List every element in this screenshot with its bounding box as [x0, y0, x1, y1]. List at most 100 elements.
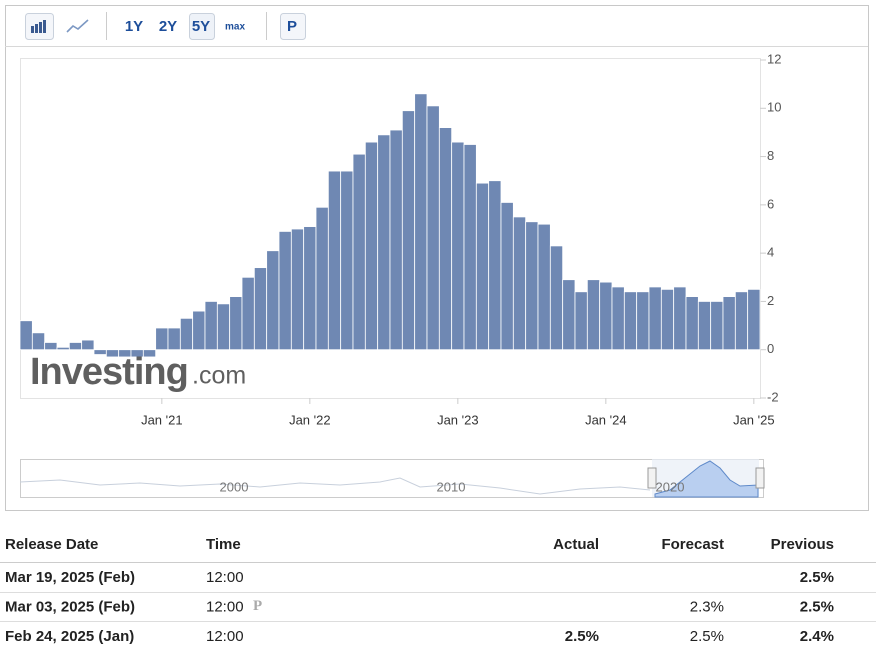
bar	[204, 301, 218, 351]
watermark: .com	[192, 362, 246, 390]
table-header: Release Date	[5, 536, 98, 553]
bar	[81, 339, 95, 351]
table-cell: 12:00	[206, 598, 244, 615]
table-cell: 2.5%	[800, 569, 834, 586]
toolbar-button[interactable]: 1Y	[125, 18, 143, 35]
bar	[734, 291, 749, 351]
bar	[562, 279, 576, 351]
y-tick-label: 0	[767, 341, 774, 356]
toolbar-button[interactable]: 2Y	[159, 18, 177, 35]
bar	[340, 170, 354, 351]
bar	[451, 141, 465, 351]
bar	[747, 288, 761, 351]
bar	[623, 291, 638, 351]
table-cell: 12:00	[206, 628, 244, 645]
bar	[722, 296, 736, 351]
bar	[352, 153, 366, 351]
x-tick-label: Jan '25	[733, 412, 775, 427]
toolbar-button[interactable]: 5Y	[192, 18, 210, 35]
bar	[710, 301, 724, 351]
bar	[31, 332, 46, 351]
bar	[438, 127, 453, 351]
toolbar-button[interactable]: max	[225, 22, 245, 33]
preliminary-badge: P	[253, 598, 262, 614]
table-header: Forecast	[661, 536, 724, 553]
bar	[463, 144, 477, 351]
button-bg	[280, 13, 306, 40]
toolbar-button[interactable]: P	[287, 18, 297, 35]
bar	[611, 286, 625, 351]
table-cell: 2.5%	[690, 628, 724, 645]
bar	[327, 170, 342, 351]
bar	[266, 250, 280, 351]
bar-icon	[31, 20, 46, 33]
plot-frame	[20, 58, 761, 399]
bar	[648, 286, 662, 351]
watermark: Investing	[30, 351, 188, 393]
range-button-bg	[189, 13, 215, 40]
table-cell: 2.5%	[800, 598, 834, 615]
y-tick-label: 6	[767, 196, 774, 211]
bar	[697, 301, 712, 351]
x-tick-label: Jan '24	[585, 412, 627, 427]
bar	[636, 291, 650, 351]
navigator-handle[interactable]	[755, 467, 765, 489]
bar	[549, 245, 564, 351]
table-cell: 2.4%	[800, 628, 834, 645]
navigator-selection	[654, 460, 759, 498]
x-tick-label: Jan '22	[289, 412, 331, 427]
navigator-handle[interactable]	[647, 467, 657, 489]
y-tick-label: 12	[767, 51, 781, 66]
bar	[500, 202, 514, 351]
bar	[586, 279, 601, 351]
bar	[673, 286, 687, 351]
bar	[253, 267, 268, 351]
table-cell: Mar 03, 2025 (Feb)	[5, 598, 135, 615]
bar	[537, 223, 551, 351]
bar	[68, 342, 83, 351]
x-tick-label: Jan '23	[437, 412, 479, 427]
table-cell: 12:00	[206, 569, 244, 586]
line-chart-button[interactable]	[66, 19, 89, 33]
navigator[interactable]	[20, 459, 764, 498]
bar	[44, 342, 58, 351]
bar	[512, 216, 527, 351]
table-cell: 2.5%	[565, 628, 599, 645]
table-header: Time	[206, 536, 241, 553]
bar	[525, 221, 539, 351]
bar	[315, 206, 329, 351]
y-tick-label: -2	[767, 389, 779, 404]
bar	[377, 134, 391, 351]
bar	[19, 320, 33, 351]
table-header: Previous	[771, 536, 834, 553]
bar	[414, 93, 428, 351]
navigator-label: 2020	[656, 479, 685, 494]
bar	[488, 180, 502, 351]
bar	[229, 296, 243, 351]
y-tick-label: 4	[767, 245, 774, 260]
navigator-label: 2000	[220, 479, 249, 494]
bar	[155, 327, 169, 351]
bar	[574, 291, 588, 351]
y-tick-label: 2	[767, 293, 774, 308]
bar	[216, 303, 231, 351]
bar	[56, 346, 70, 351]
bar	[179, 317, 194, 351]
bar	[364, 141, 379, 351]
y-tick-label: 10	[767, 100, 781, 115]
navigator-series	[19, 477, 651, 495]
table-cell: Feb 24, 2025 (Jan)	[5, 628, 134, 645]
bar	[167, 327, 181, 351]
table-cell: Mar 19, 2025 (Feb)	[5, 569, 135, 586]
bar	[426, 105, 440, 351]
x-tick-label: Jan '21	[141, 412, 183, 427]
bar	[599, 281, 613, 351]
bar	[303, 226, 317, 351]
bar	[290, 228, 305, 351]
y-tick-label: 8	[767, 148, 774, 163]
table-header: Actual	[553, 536, 599, 553]
table-cell: 2.3%	[690, 598, 724, 615]
bar	[660, 288, 675, 351]
bar	[389, 129, 403, 351]
bar	[192, 310, 206, 351]
